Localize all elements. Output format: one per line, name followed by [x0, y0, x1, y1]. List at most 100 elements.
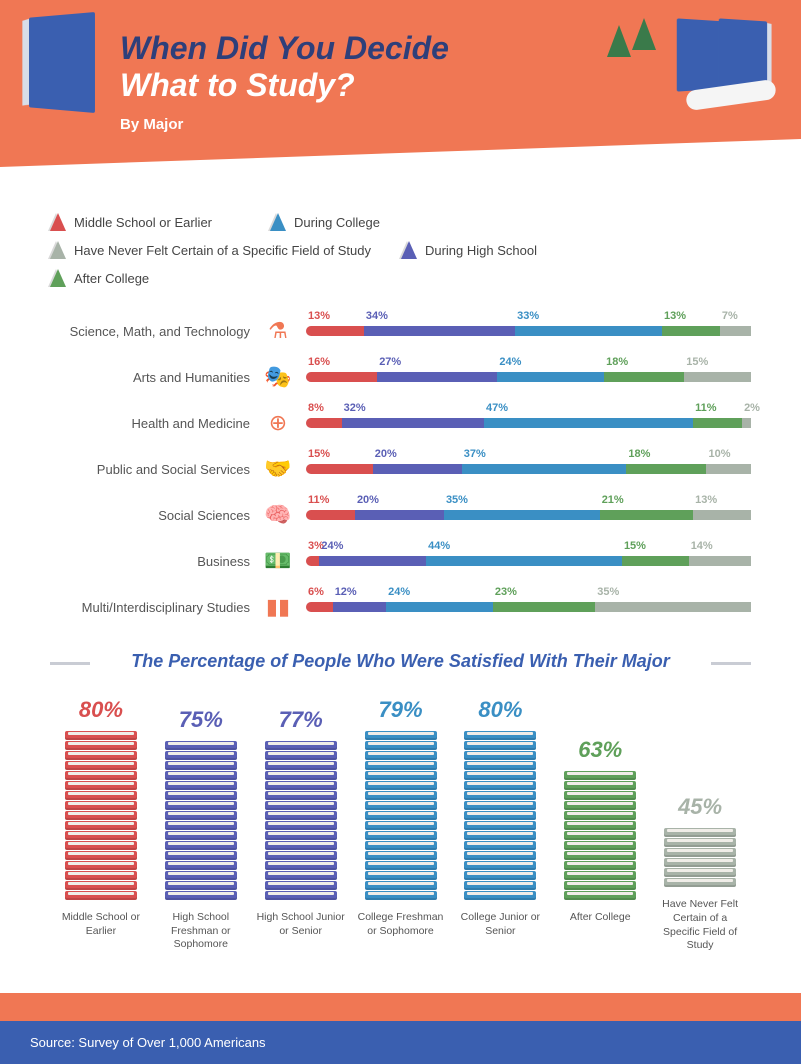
stack-percent: 75% [179, 707, 223, 733]
bar-segment: 11% [693, 418, 742, 428]
book-slice-icon [464, 771, 536, 780]
bar-segment: 3% [306, 556, 319, 566]
legend: Middle School or EarlierDuring CollegeHa… [50, 213, 751, 287]
bar-segment: 7% [720, 326, 751, 336]
book-slice-icon [464, 781, 536, 790]
book-slice-icon [165, 751, 237, 760]
book-slice-icon [464, 881, 536, 890]
legend-item: During High School [401, 241, 591, 259]
bar-value: 18% [628, 448, 650, 460]
book-slice-icon [564, 811, 636, 820]
book-stack [365, 731, 437, 901]
tree-icon [632, 18, 656, 50]
book-slice-icon [65, 731, 137, 740]
stack-percent: 63% [578, 737, 622, 763]
book-stack [464, 731, 536, 901]
book-slice-icon [664, 828, 736, 837]
major-icon: 💵 [260, 547, 296, 575]
book-slice-icon [65, 781, 137, 790]
book-slice-icon [65, 791, 137, 800]
book-slice-icon [65, 861, 137, 870]
book-slice-icon [65, 831, 137, 840]
stack-label: After College [570, 911, 631, 953]
bar-value: 34% [366, 310, 388, 322]
major-icon: ⚗ [260, 317, 296, 345]
bar-label: Multi/Interdisciplinary Studies [50, 600, 250, 615]
book-slice-icon [65, 771, 137, 780]
book-slice-icon [265, 771, 337, 780]
book-slice-icon [464, 841, 536, 850]
bar-track: 11%20%35%21%13% [306, 510, 751, 520]
book-slice-icon [265, 851, 337, 860]
book-slice-icon [365, 761, 437, 770]
source: Source: Survey of Over 1,000 Americans [0, 1021, 801, 1064]
subtitle: By Major [120, 116, 761, 133]
bar-value: 47% [486, 402, 508, 414]
book-slice-icon [165, 811, 237, 820]
book-slice-icon [564, 841, 636, 850]
book-stack [65, 731, 137, 901]
legend-item: Have Never Felt Certain of a Specific Fi… [50, 241, 371, 259]
book-slice-icon [365, 831, 437, 840]
bar-segment: 37% [462, 464, 627, 474]
book-slice-icon [464, 751, 536, 760]
book-slice-icon [265, 741, 337, 750]
book-stack [664, 828, 736, 888]
stack-column: 77%High School Junior or Senior [255, 707, 347, 953]
book-stack [564, 771, 636, 901]
bar-segment: 24% [497, 372, 604, 382]
bar-track: 16%27%24%18%15% [306, 372, 751, 382]
book-slice-icon [365, 881, 437, 890]
book-slice-icon [65, 851, 137, 860]
book-slice-icon [265, 871, 337, 880]
bar-row: Multi/Interdisciplinary Studies▮▮6%12%24… [50, 593, 751, 621]
legend-marker-icon [270, 213, 286, 231]
bar-segment: 44% [426, 556, 622, 566]
bar-value: 8% [308, 402, 324, 414]
book-slice-icon [165, 831, 237, 840]
book-slice-icon [365, 791, 437, 800]
stack-label: High School Junior or Senior [255, 911, 347, 953]
bar-segment: 35% [595, 602, 751, 612]
book-slice-icon [165, 761, 237, 770]
bar-value: 24% [321, 540, 343, 552]
book-slice-icon [464, 831, 536, 840]
book-slice-icon [564, 831, 636, 840]
stack-label: Middle School or Earlier [55, 911, 147, 953]
book-slice-icon [265, 811, 337, 820]
book-slice-icon [165, 741, 237, 750]
book-stack [265, 741, 337, 901]
bar-value: 20% [357, 494, 379, 506]
bar-track: 15%20%37%18%10% [306, 464, 751, 474]
bar-value: 11% [308, 494, 329, 506]
book-slice-icon [664, 878, 736, 887]
book-slice-icon [564, 791, 636, 800]
bar-segment: 15% [684, 372, 751, 382]
bar-value: 21% [602, 494, 624, 506]
legend-label: After College [74, 271, 149, 286]
bar-value: 32% [344, 402, 366, 414]
book-slice-icon [564, 861, 636, 870]
book-slice-icon [265, 821, 337, 830]
book-slice-icon [365, 891, 437, 900]
stack-column: 79%College Freshman or Sophomore [355, 697, 447, 953]
stack-label: High School Freshman or Sophomore [155, 911, 247, 953]
bar-row: Science, Math, and Technology⚗13%34%33%1… [50, 317, 751, 345]
bar-segment: 20% [355, 510, 444, 520]
book-slice-icon [564, 871, 636, 880]
stack-percent: 80% [478, 697, 522, 723]
bar-value: 16% [308, 356, 330, 368]
bar-track: 6%12%24%23%35% [306, 602, 751, 612]
major-icon: ⊕ [260, 409, 296, 437]
book-slice-icon [664, 838, 736, 847]
section-title: The Percentage of People Who Were Satisf… [50, 651, 751, 672]
bar-row: Health and Medicine⊕8%32%47%11%2% [50, 409, 751, 437]
book-slice-icon [464, 731, 536, 740]
content: Middle School or EarlierDuring CollegeHa… [0, 183, 801, 973]
major-icon: 🤝 [260, 455, 296, 483]
bar-segment: 35% [444, 510, 600, 520]
book-slice-icon [365, 741, 437, 750]
bar-value: 13% [664, 310, 686, 322]
bar-value: 15% [686, 356, 708, 368]
book-slice-icon [65, 751, 137, 760]
